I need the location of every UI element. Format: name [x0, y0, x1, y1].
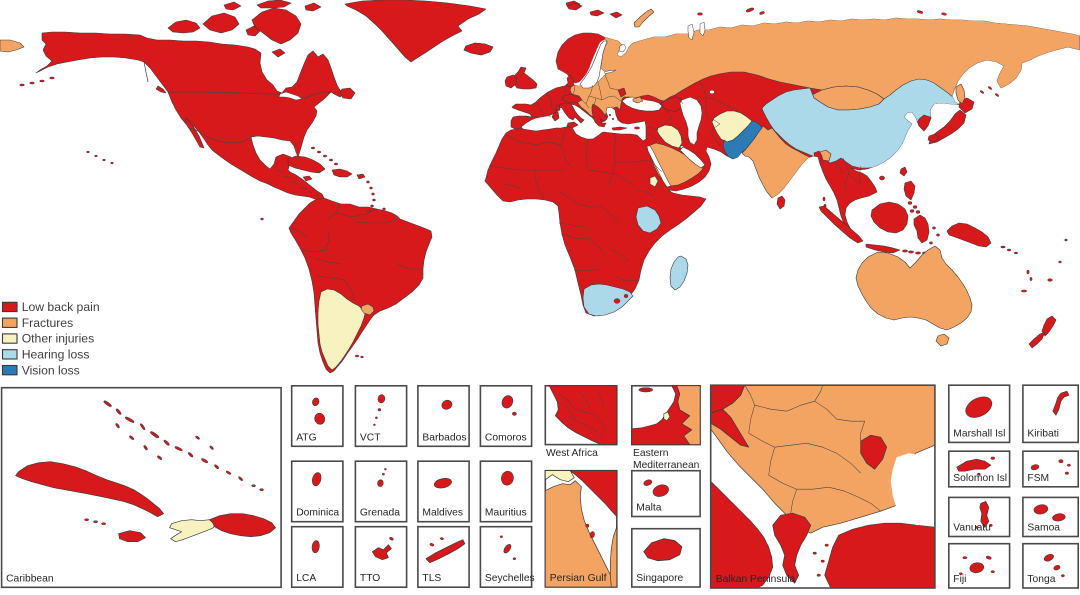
svg-text:Vanuatu: Vanuatu	[953, 523, 991, 534]
svg-text:Vision loss: Vision loss	[22, 363, 80, 377]
svg-text:Mediterranean: Mediterranean	[633, 460, 700, 471]
svg-text:Balkan Peninsula: Balkan Peninsula	[716, 574, 796, 585]
svg-text:Mauritius: Mauritius	[485, 508, 527, 519]
svg-text:Marshall Isl: Marshall Isl	[953, 428, 1005, 439]
svg-text:Fractures: Fractures	[22, 316, 73, 330]
svg-text:West Africa: West Africa	[546, 448, 598, 459]
svg-text:Comoros: Comoros	[485, 432, 527, 443]
svg-text:TLS: TLS	[422, 573, 441, 584]
svg-text:Tonga: Tonga	[1027, 574, 1055, 585]
svg-text:ATG: ATG	[296, 432, 316, 443]
svg-text:LCA: LCA	[296, 573, 316, 584]
svg-text:Barbados: Barbados	[422, 432, 466, 443]
svg-text:Eastern: Eastern	[633, 448, 669, 459]
svg-text:Other injuries: Other injuries	[22, 332, 94, 346]
svg-text:Samoa: Samoa	[1027, 523, 1060, 534]
svg-text:Malta: Malta	[636, 503, 661, 514]
svg-text:Kiribati: Kiribati	[1027, 428, 1058, 439]
svg-text:FSM: FSM	[1027, 473, 1049, 484]
svg-text:Low back pain: Low back pain	[22, 300, 100, 314]
svg-text:Hearing loss: Hearing loss	[22, 348, 90, 362]
svg-text:Fiji: Fiji	[953, 574, 966, 585]
svg-text:Solomon Isl: Solomon Isl	[953, 473, 1007, 484]
svg-text:Maldives: Maldives	[422, 508, 463, 519]
svg-text:Seychelles: Seychelles	[485, 573, 535, 584]
svg-text:VCT: VCT	[360, 432, 381, 443]
svg-text:Grenada: Grenada	[360, 508, 400, 519]
svg-text:Caribbean: Caribbean	[6, 573, 54, 584]
svg-text:TTO: TTO	[360, 573, 380, 584]
svg-text:Singapore: Singapore	[636, 573, 683, 584]
svg-text:Persian Gulf: Persian Gulf	[550, 573, 607, 584]
svg-text:Dominica: Dominica	[296, 508, 339, 519]
